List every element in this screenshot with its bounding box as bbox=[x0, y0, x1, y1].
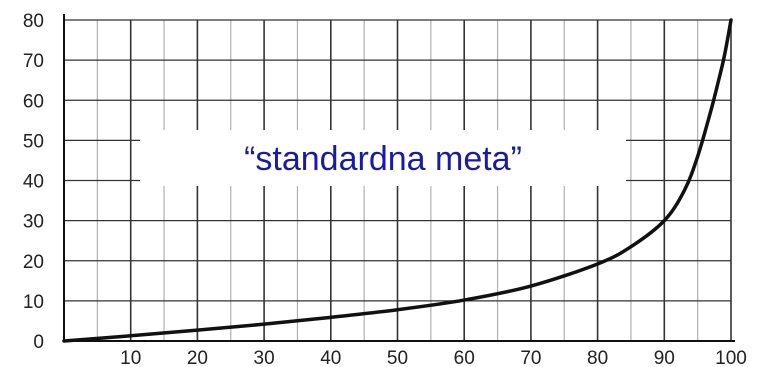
y-tick-label: 80 bbox=[23, 11, 44, 32]
series-line bbox=[62, 18, 733, 343]
x-tick-label: 60 bbox=[454, 348, 475, 367]
y-tick-label: 0 bbox=[33, 332, 44, 353]
x-tick-label: 90 bbox=[654, 348, 675, 367]
tick-labels: 10 20 30 40 50 60 70 80 90 100 0 10 20 30 40 50 60 70 80 bbox=[23, 11, 747, 367]
y-tick-label: 10 bbox=[23, 292, 44, 313]
annotation-box: “standardna meta” bbox=[140, 130, 626, 186]
axes bbox=[63, 14, 735, 342]
x-tick-label: 30 bbox=[254, 348, 275, 367]
x-tick-label: 50 bbox=[387, 348, 408, 367]
y-tick-label: 60 bbox=[23, 91, 44, 112]
x-tick-label: 20 bbox=[187, 348, 208, 367]
x-tick-label: 40 bbox=[320, 348, 341, 367]
x-tick-label: 70 bbox=[520, 348, 541, 367]
y-tick-label: 50 bbox=[23, 131, 44, 152]
y-tick-label: 70 bbox=[23, 51, 44, 72]
annotation-label: “standardna meta” bbox=[244, 140, 522, 178]
y-tick-label: 40 bbox=[23, 172, 44, 193]
x-tick-label: 10 bbox=[120, 348, 141, 367]
y-tick-label: 30 bbox=[23, 212, 44, 233]
series bbox=[62, 18, 733, 343]
x-tick-label: 100 bbox=[715, 348, 747, 367]
y-tick-label: 20 bbox=[23, 252, 44, 273]
x-tick-label: 80 bbox=[587, 348, 608, 367]
